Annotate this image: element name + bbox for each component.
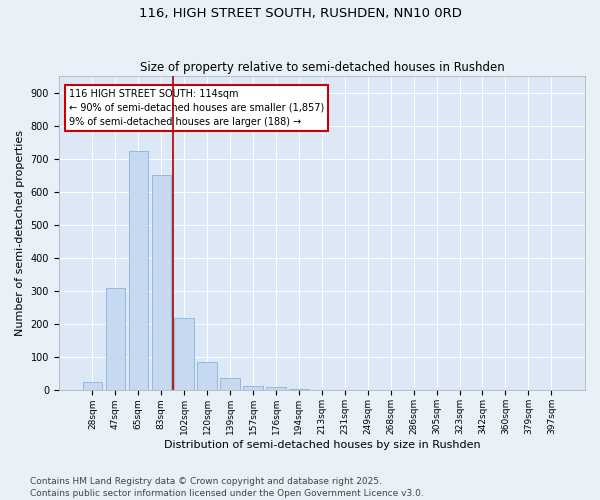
Bar — [220, 378, 240, 390]
Bar — [266, 387, 286, 390]
Bar — [106, 288, 125, 390]
Bar — [152, 176, 171, 390]
Title: Size of property relative to semi-detached houses in Rushden: Size of property relative to semi-detach… — [140, 60, 504, 74]
Bar — [83, 382, 102, 390]
Text: Contains HM Land Registry data © Crown copyright and database right 2025.
Contai: Contains HM Land Registry data © Crown c… — [30, 476, 424, 498]
Text: 116, HIGH STREET SOUTH, RUSHDEN, NN10 0RD: 116, HIGH STREET SOUTH, RUSHDEN, NN10 0R… — [139, 8, 461, 20]
X-axis label: Distribution of semi-detached houses by size in Rushden: Distribution of semi-detached houses by … — [164, 440, 480, 450]
Bar — [244, 386, 263, 390]
Y-axis label: Number of semi-detached properties: Number of semi-detached properties — [15, 130, 25, 336]
Bar — [289, 389, 308, 390]
Bar — [197, 362, 217, 390]
Bar — [128, 150, 148, 390]
Bar — [175, 318, 194, 390]
Text: 116 HIGH STREET SOUTH: 114sqm
← 90% of semi-detached houses are smaller (1,857)
: 116 HIGH STREET SOUTH: 114sqm ← 90% of s… — [70, 88, 325, 126]
